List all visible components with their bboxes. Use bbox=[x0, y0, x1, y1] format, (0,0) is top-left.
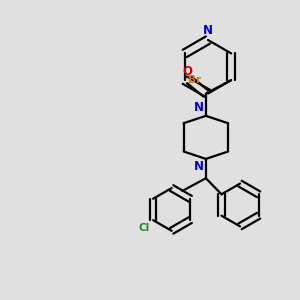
Text: N: N bbox=[194, 101, 203, 114]
Text: Br: Br bbox=[188, 75, 202, 85]
Text: Cl: Cl bbox=[139, 223, 150, 233]
Text: N: N bbox=[203, 24, 213, 37]
Text: N: N bbox=[194, 160, 203, 173]
Text: O: O bbox=[182, 65, 192, 78]
